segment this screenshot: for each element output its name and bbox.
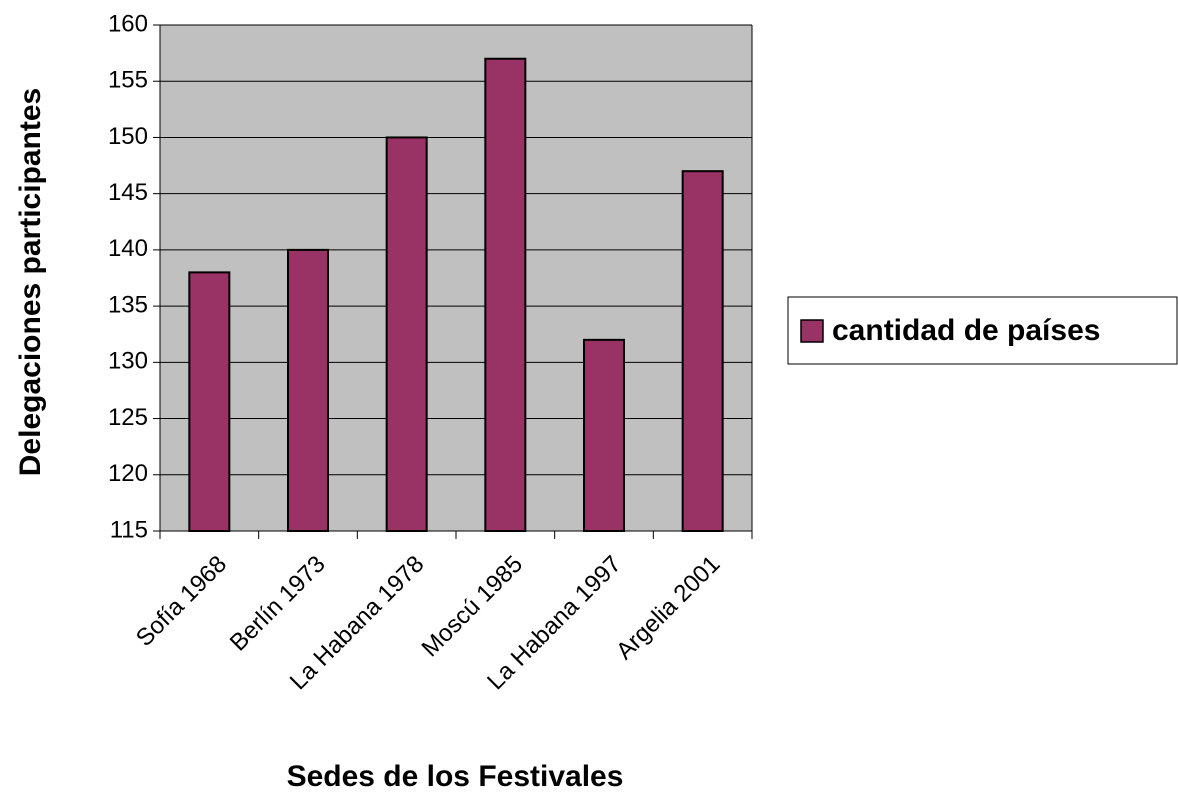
- y-tick-label: 120: [108, 460, 148, 487]
- legend-label: cantidad de países: [832, 314, 1100, 347]
- y-tick-label: 155: [108, 67, 148, 94]
- y-tick-label: 135: [108, 291, 148, 318]
- y-axis-label: Delegaciones participantes: [14, 88, 47, 476]
- y-tick-label: 150: [108, 123, 148, 150]
- x-axis-label: Sedes de los Festivales: [287, 760, 624, 793]
- plot-area: [160, 25, 752, 531]
- legend-swatch: [800, 319, 824, 343]
- legend-box: [787, 296, 1178, 365]
- bar: [188, 271, 231, 532]
- y-tick-label: 145: [108, 179, 148, 206]
- y-tick-label: 140: [108, 235, 148, 262]
- y-tick-label: 130: [108, 348, 148, 375]
- x-tick-label: Moscú 1985: [417, 551, 529, 663]
- y-tick-label: 125: [108, 404, 148, 431]
- y-tick-label: 115: [110, 516, 148, 543]
- y-tick-label: 160: [108, 10, 148, 37]
- bar: [681, 170, 724, 533]
- bar: [385, 136, 428, 532]
- bar: [583, 338, 625, 532]
- bar: [287, 248, 329, 532]
- x-tick-label: Sofía 1968: [131, 551, 232, 652]
- bar: [484, 57, 527, 532]
- x-tick-label: Argelia 2001: [611, 551, 725, 665]
- x-tick-label: Berlín 1973: [225, 551, 331, 657]
